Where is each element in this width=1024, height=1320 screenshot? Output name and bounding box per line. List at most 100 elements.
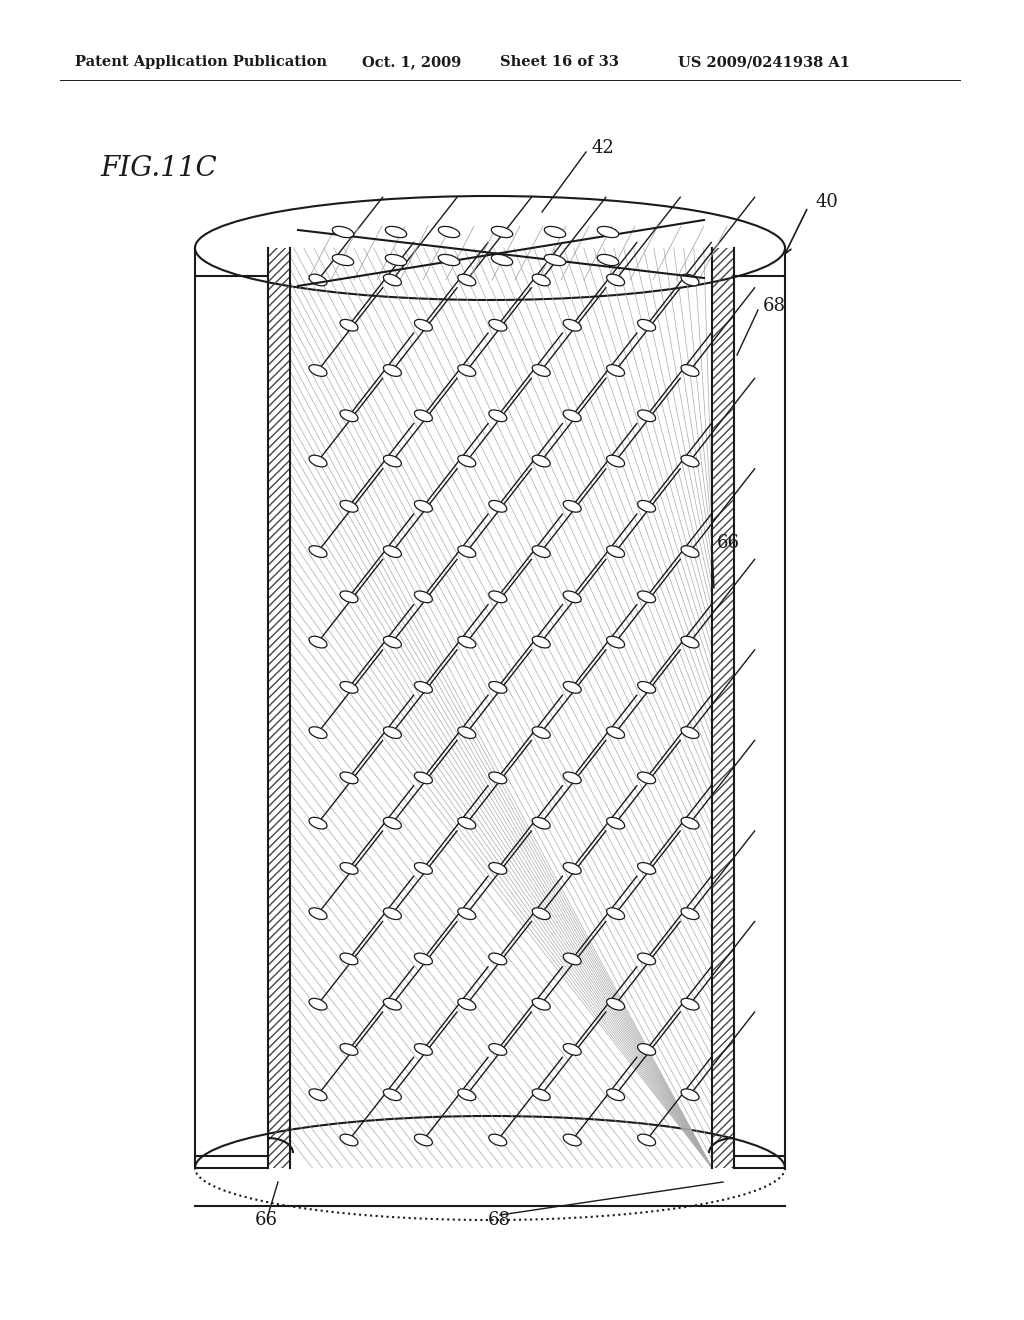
Ellipse shape [383, 998, 401, 1010]
Ellipse shape [415, 411, 432, 421]
Ellipse shape [681, 636, 699, 648]
Ellipse shape [563, 681, 582, 693]
Ellipse shape [597, 227, 618, 238]
Ellipse shape [383, 545, 401, 557]
Ellipse shape [488, 681, 507, 693]
Ellipse shape [309, 275, 327, 286]
Ellipse shape [681, 275, 699, 286]
Ellipse shape [681, 908, 699, 920]
Bar [712, 248, 734, 1168]
Ellipse shape [488, 953, 507, 965]
Text: FIG.11C: FIG.11C [100, 154, 217, 181]
Text: Sheet 16 of 33: Sheet 16 of 33 [500, 55, 618, 69]
Ellipse shape [532, 908, 550, 920]
Ellipse shape [488, 772, 507, 784]
Ellipse shape [606, 908, 625, 920]
Ellipse shape [340, 411, 358, 421]
Text: 66: 66 [717, 535, 740, 552]
Ellipse shape [492, 227, 513, 238]
Ellipse shape [681, 364, 699, 376]
Ellipse shape [606, 275, 625, 286]
Ellipse shape [606, 455, 625, 467]
Ellipse shape [383, 364, 401, 376]
Ellipse shape [333, 227, 353, 238]
Ellipse shape [606, 817, 625, 829]
Ellipse shape [545, 255, 565, 265]
Ellipse shape [309, 636, 327, 648]
Ellipse shape [340, 953, 358, 965]
Ellipse shape [532, 727, 550, 738]
Ellipse shape [638, 500, 655, 512]
Ellipse shape [606, 998, 625, 1010]
Ellipse shape [458, 275, 476, 286]
Ellipse shape [458, 455, 476, 467]
Ellipse shape [488, 500, 507, 512]
Ellipse shape [415, 953, 432, 965]
Text: 68: 68 [488, 1210, 511, 1229]
Ellipse shape [309, 545, 327, 557]
Ellipse shape [681, 727, 699, 738]
Bar [268, 248, 290, 1168]
Ellipse shape [638, 862, 655, 874]
Ellipse shape [383, 727, 401, 738]
Ellipse shape [438, 227, 460, 238]
Text: Patent Application Publication: Patent Application Publication [75, 55, 327, 69]
Ellipse shape [458, 636, 476, 648]
Ellipse shape [415, 681, 432, 693]
Ellipse shape [458, 545, 476, 557]
Ellipse shape [415, 500, 432, 512]
Ellipse shape [385, 227, 407, 238]
Ellipse shape [532, 817, 550, 829]
Ellipse shape [340, 1134, 358, 1146]
Ellipse shape [638, 772, 655, 784]
Ellipse shape [638, 681, 655, 693]
Ellipse shape [563, 411, 582, 421]
Ellipse shape [638, 1044, 655, 1055]
Ellipse shape [415, 862, 432, 874]
Ellipse shape [383, 455, 401, 467]
Ellipse shape [438, 255, 460, 265]
Ellipse shape [488, 319, 507, 331]
Ellipse shape [488, 1044, 507, 1055]
Ellipse shape [488, 411, 507, 421]
Ellipse shape [606, 364, 625, 376]
Text: 68: 68 [763, 297, 786, 315]
Ellipse shape [638, 953, 655, 965]
Ellipse shape [383, 636, 401, 648]
Ellipse shape [681, 455, 699, 467]
Ellipse shape [563, 319, 582, 331]
Ellipse shape [415, 591, 432, 603]
Ellipse shape [606, 1089, 625, 1101]
Ellipse shape [415, 772, 432, 784]
Ellipse shape [563, 500, 582, 512]
Ellipse shape [638, 411, 655, 421]
Ellipse shape [532, 275, 550, 286]
Ellipse shape [563, 772, 582, 784]
Ellipse shape [415, 1044, 432, 1055]
Ellipse shape [415, 1134, 432, 1146]
Ellipse shape [488, 1134, 507, 1146]
Ellipse shape [309, 455, 327, 467]
Ellipse shape [638, 591, 655, 603]
Ellipse shape [532, 1089, 550, 1101]
Ellipse shape [492, 255, 513, 265]
Ellipse shape [563, 953, 582, 965]
Ellipse shape [309, 1089, 327, 1101]
Ellipse shape [340, 862, 358, 874]
Ellipse shape [415, 319, 432, 331]
Ellipse shape [458, 817, 476, 829]
Ellipse shape [488, 591, 507, 603]
Ellipse shape [333, 255, 353, 265]
Ellipse shape [545, 227, 565, 238]
Ellipse shape [681, 1089, 699, 1101]
Ellipse shape [606, 727, 625, 738]
Ellipse shape [340, 500, 358, 512]
Ellipse shape [458, 727, 476, 738]
Ellipse shape [681, 817, 699, 829]
Ellipse shape [340, 772, 358, 784]
Ellipse shape [532, 998, 550, 1010]
Text: Oct. 1, 2009: Oct. 1, 2009 [362, 55, 461, 69]
Ellipse shape [340, 1044, 358, 1055]
Ellipse shape [309, 727, 327, 738]
Ellipse shape [458, 364, 476, 376]
